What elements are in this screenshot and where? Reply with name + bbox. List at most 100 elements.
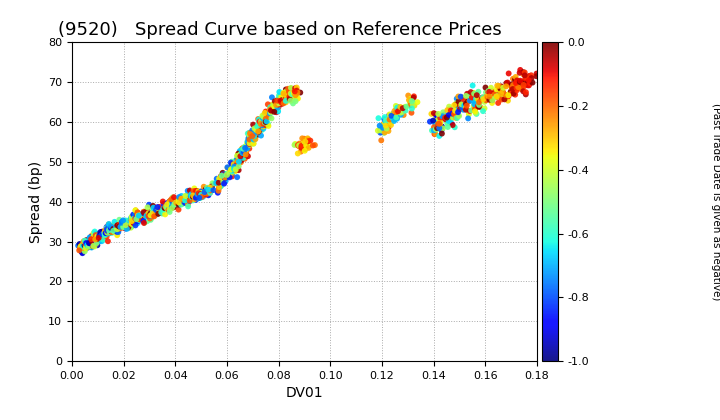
Point bbox=[131, 217, 143, 223]
Point bbox=[451, 115, 463, 121]
Point bbox=[281, 96, 292, 103]
Point bbox=[96, 232, 107, 239]
Point bbox=[164, 199, 176, 206]
Point bbox=[284, 93, 295, 100]
Point bbox=[91, 242, 103, 249]
Point bbox=[81, 240, 92, 247]
Point bbox=[147, 210, 158, 216]
Point bbox=[247, 136, 258, 142]
Point bbox=[230, 163, 241, 170]
Point bbox=[190, 194, 202, 201]
Point bbox=[454, 113, 465, 119]
Point bbox=[450, 105, 462, 111]
Point bbox=[89, 239, 100, 246]
Point bbox=[397, 105, 408, 112]
Point bbox=[495, 90, 507, 97]
Point bbox=[244, 141, 256, 147]
Point bbox=[522, 78, 534, 84]
Point bbox=[154, 210, 166, 216]
Point bbox=[277, 93, 289, 100]
Point bbox=[104, 229, 115, 236]
Point bbox=[278, 89, 289, 96]
X-axis label: DV01: DV01 bbox=[286, 386, 323, 401]
Point bbox=[156, 206, 167, 213]
Point bbox=[272, 103, 284, 110]
Point bbox=[295, 148, 307, 155]
Point bbox=[179, 200, 191, 206]
Point bbox=[243, 145, 255, 152]
Point bbox=[197, 194, 209, 200]
Point bbox=[464, 108, 475, 114]
Point bbox=[225, 165, 237, 172]
Point bbox=[156, 205, 167, 212]
Point bbox=[75, 247, 86, 253]
Point bbox=[231, 161, 243, 168]
Point bbox=[105, 225, 117, 231]
Point bbox=[450, 101, 462, 108]
Point bbox=[514, 69, 526, 76]
Point bbox=[437, 125, 449, 132]
Point bbox=[225, 168, 237, 175]
Point bbox=[186, 196, 197, 202]
Point bbox=[389, 116, 400, 123]
Point bbox=[91, 233, 102, 239]
Point bbox=[260, 116, 271, 123]
Point bbox=[89, 234, 101, 241]
Point bbox=[236, 146, 248, 152]
Point bbox=[84, 234, 95, 241]
Point bbox=[376, 127, 387, 134]
Point bbox=[166, 205, 177, 211]
Point bbox=[400, 104, 411, 111]
Point bbox=[285, 90, 297, 97]
Point bbox=[227, 166, 238, 173]
Point bbox=[158, 207, 170, 213]
Point bbox=[483, 91, 495, 97]
Point bbox=[143, 212, 155, 219]
Point bbox=[235, 151, 246, 158]
Point bbox=[97, 236, 109, 243]
Point bbox=[444, 112, 455, 118]
Point bbox=[191, 191, 202, 197]
Point bbox=[168, 202, 180, 208]
Point bbox=[477, 94, 488, 101]
Point bbox=[282, 85, 294, 92]
Point bbox=[163, 202, 174, 209]
Point bbox=[163, 199, 175, 205]
Point bbox=[263, 113, 274, 120]
Point bbox=[148, 213, 160, 220]
Point bbox=[130, 218, 141, 224]
Point bbox=[107, 228, 118, 235]
Point bbox=[245, 135, 256, 142]
Point bbox=[230, 166, 241, 173]
Point bbox=[439, 114, 451, 121]
Point bbox=[395, 109, 406, 116]
Point bbox=[86, 236, 97, 242]
Point bbox=[152, 204, 163, 210]
Point bbox=[112, 232, 123, 239]
Point bbox=[149, 207, 161, 213]
Point bbox=[294, 141, 306, 147]
Point bbox=[159, 205, 171, 212]
Point bbox=[511, 87, 523, 94]
Point bbox=[253, 129, 264, 135]
Point bbox=[284, 96, 295, 102]
Point bbox=[255, 126, 266, 132]
Point bbox=[258, 126, 269, 132]
Point bbox=[278, 100, 289, 107]
Point bbox=[105, 223, 117, 230]
Point bbox=[161, 204, 172, 210]
Point bbox=[78, 242, 90, 249]
Point bbox=[492, 100, 504, 106]
Point bbox=[264, 105, 276, 112]
Point bbox=[378, 129, 390, 136]
Point bbox=[76, 241, 88, 248]
Point bbox=[130, 216, 142, 223]
Point bbox=[174, 199, 185, 205]
Point bbox=[266, 107, 277, 113]
Point bbox=[453, 98, 464, 105]
Point bbox=[93, 235, 104, 242]
Point bbox=[281, 88, 292, 95]
Y-axis label: Spread (bp): Spread (bp) bbox=[29, 160, 42, 243]
Point bbox=[99, 230, 110, 237]
Point bbox=[307, 142, 319, 149]
